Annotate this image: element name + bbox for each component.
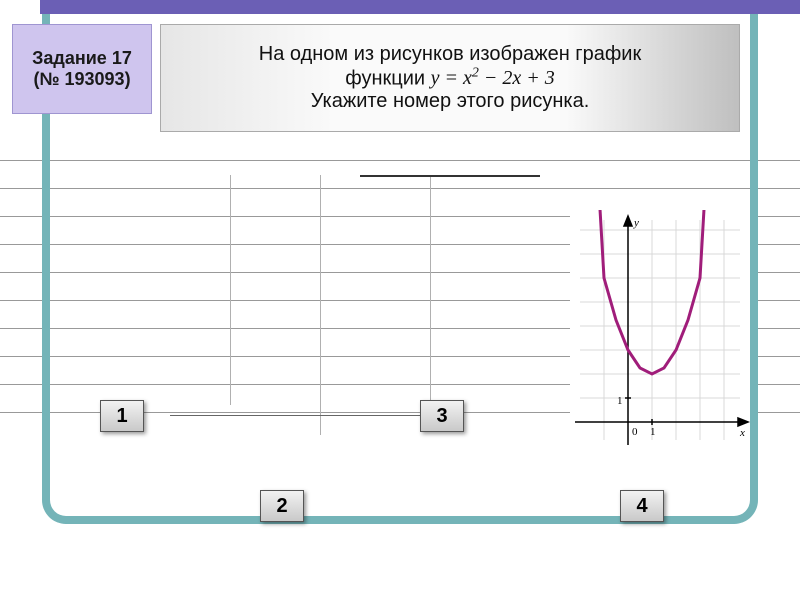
question-box: На одном из рисунков изображен график фу…: [160, 24, 740, 132]
frame-right: [750, 14, 758, 114]
task-number: (№ 193093): [33, 69, 130, 90]
question-text-1: На одном из рисунков изображен график: [259, 43, 641, 65]
graph-panel-4: y x 0 1 1: [570, 210, 750, 450]
answer-button-4[interactable]: 4: [620, 490, 664, 522]
x-axis-label: x: [739, 427, 745, 439]
answer-label: 2: [276, 495, 287, 518]
answer-button-3[interactable]: 3: [420, 400, 464, 432]
task-badge: Задание 17 (№ 193093): [12, 24, 152, 114]
answer-button-2[interactable]: 2: [260, 490, 304, 522]
formula: y = x2 − 2x + 3: [431, 67, 555, 89]
answer-label: 1: [116, 405, 127, 428]
origin-label: 0: [632, 426, 638, 438]
task-title: Задание 17: [32, 48, 132, 69]
y-axis-label: y: [633, 217, 639, 229]
top-accent-bar: [40, 0, 800, 14]
parabola-chart: y x 0 1 1: [570, 210, 750, 450]
question-text-2: функции: [345, 67, 425, 89]
faint-grid: [170, 175, 550, 435]
y-tick-1: 1: [617, 395, 623, 407]
answer-label: 4: [636, 495, 647, 518]
answer-button-1[interactable]: 1: [100, 400, 144, 432]
question-text-3: Укажите номер этого рисунка.: [311, 90, 590, 112]
answer-label: 3: [436, 405, 447, 428]
x-tick-1: 1: [650, 426, 656, 438]
